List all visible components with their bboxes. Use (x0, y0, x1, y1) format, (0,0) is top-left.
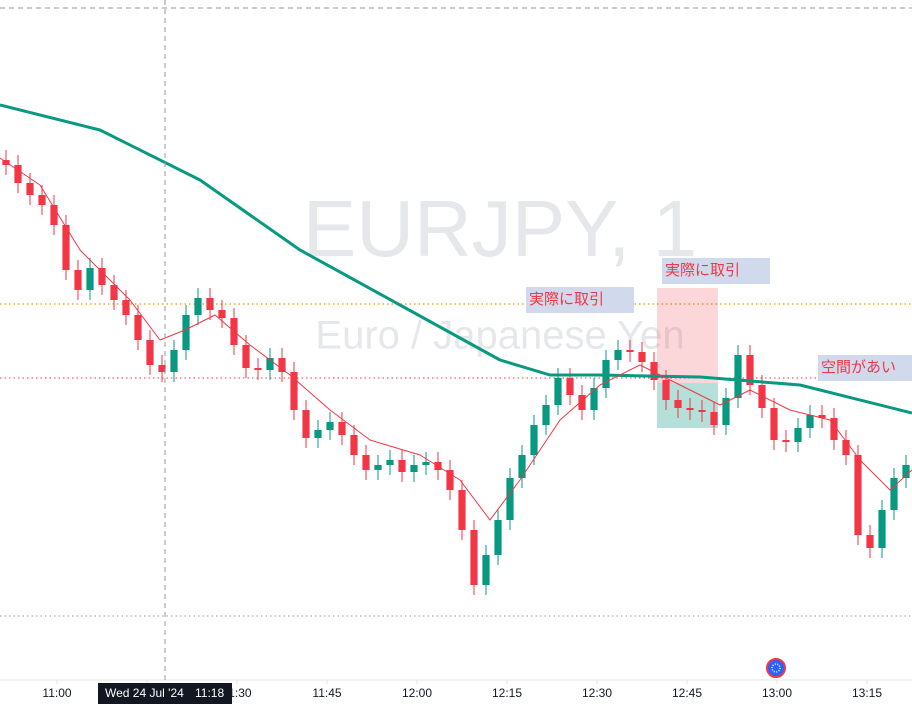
crosshair: Wed 24 Jul '24 11:18 (98, 0, 232, 704)
candle-body (98, 268, 106, 285)
x-tick-label: 13:00 (762, 686, 792, 700)
candle-body (542, 405, 550, 425)
plot (0, 7, 912, 617)
candle-body (578, 395, 586, 410)
candle-body (518, 455, 526, 478)
candle-body (326, 422, 334, 430)
candle-body (806, 415, 814, 428)
candle-body (614, 350, 622, 360)
candle-body (362, 455, 370, 470)
candle-body (314, 430, 322, 438)
candle-body (698, 410, 706, 412)
watermark-symbol: EURJPY, 1 (303, 184, 697, 273)
candle-body (650, 362, 658, 380)
candle-body (662, 380, 670, 400)
candle-body (818, 415, 826, 418)
candle-body (638, 352, 646, 362)
annotation: 空間があい (821, 359, 896, 376)
candle-body (86, 268, 94, 290)
moving-average (0, 157, 912, 521)
annotation: 実際に取引 (665, 262, 740, 279)
candle-body (470, 530, 478, 585)
candle-body (194, 298, 202, 315)
candle-body (122, 300, 130, 315)
candle-body (458, 490, 466, 530)
x-tick-label: 12:30 (582, 686, 612, 700)
candle-body (494, 520, 502, 555)
candle-body (254, 368, 262, 370)
candle-body (566, 378, 574, 395)
position-risk (657, 288, 718, 383)
candle-body (74, 270, 82, 290)
candle-body (278, 358, 286, 372)
candle-body (110, 285, 118, 300)
candle-body (794, 428, 802, 442)
annotation-box (526, 287, 634, 313)
candle-body (902, 465, 910, 478)
crosshair-date: Wed 24 Jul '24 (105, 686, 184, 700)
candle-body (290, 372, 298, 410)
candle-body (350, 435, 358, 455)
candle-body (302, 410, 310, 438)
candle-body (446, 470, 454, 490)
candle-body (146, 340, 154, 365)
candle-body (386, 460, 394, 465)
moving-average (0, 103, 912, 415)
candle-body (338, 422, 346, 435)
candle-body (626, 350, 634, 352)
candle-body (38, 195, 46, 205)
candle-body (854, 455, 862, 535)
candle-body (398, 460, 406, 472)
event-icon-detail (771, 663, 781, 673)
candle-body (410, 465, 418, 472)
candle-body (266, 358, 274, 370)
event-icon[interactable] (766, 658, 786, 678)
candle-body (866, 535, 874, 548)
candle-body (422, 462, 430, 465)
x-tick-label: 12:15 (492, 686, 522, 700)
candle-body (206, 298, 214, 310)
crosshair-time: 11:18 (195, 686, 224, 700)
candle-body (50, 205, 58, 225)
candle-body (734, 355, 742, 398)
candle-body (374, 465, 382, 470)
candle-body (686, 408, 694, 410)
candle-body (170, 350, 178, 372)
x-tick-label: 11:00 (42, 686, 71, 700)
x-tick-label: 11:45 (312, 686, 341, 700)
candle-body (590, 388, 598, 410)
annotation: 実際に取引 (529, 291, 604, 308)
candle-body (506, 478, 514, 520)
candle-body (134, 315, 142, 340)
candle-body (554, 378, 562, 405)
candle-body (842, 440, 850, 455)
candle-body (62, 225, 70, 270)
candle-body (14, 165, 22, 183)
candle-body (770, 408, 778, 440)
x-tick-label: 12:45 (672, 686, 702, 700)
candle-body (830, 418, 838, 440)
candle-body (158, 365, 166, 372)
candle-body (710, 412, 718, 425)
candle-body (530, 425, 538, 455)
candle-body (674, 400, 682, 408)
x-tick-label: 12:00 (402, 686, 432, 700)
annotation-box (818, 355, 912, 381)
annotation-box (662, 258, 770, 284)
crosshair-label-bg (98, 683, 232, 704)
candle-body (746, 355, 754, 385)
watermark-description: Euro / Japanese Yen (315, 314, 684, 358)
candle-body (722, 398, 730, 425)
candle-body (890, 478, 898, 510)
candle-body (218, 310, 226, 318)
candle-body (242, 345, 250, 368)
candle-body (782, 440, 790, 442)
candle-body (878, 510, 886, 548)
x-tick-label: 13:15 (852, 686, 882, 700)
candle-body (26, 183, 34, 195)
candle-body (482, 555, 490, 585)
candle-body (182, 315, 190, 350)
